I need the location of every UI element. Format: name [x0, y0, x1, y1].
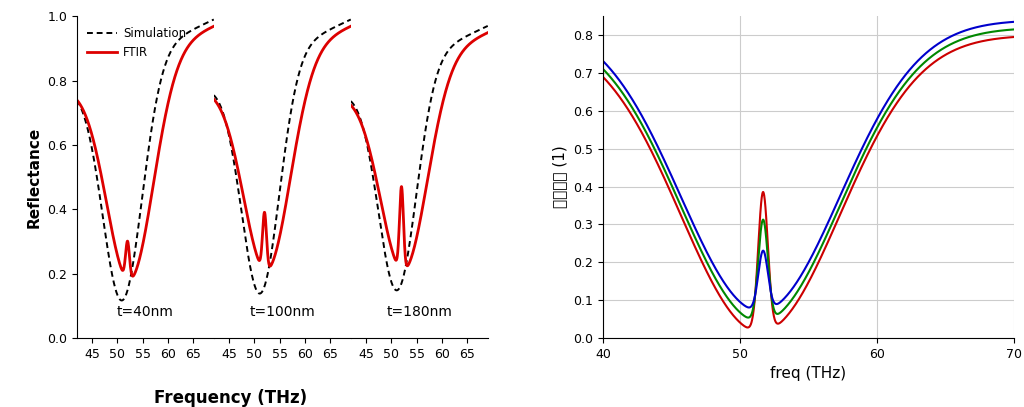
Simulation — [116, 298, 128, 303]
FTIR — [175, 58, 187, 63]
FTIR — [208, 24, 220, 29]
FTIR — [79, 112, 91, 117]
Text: Frequency (THz): Frequency (THz) — [154, 389, 307, 407]
Simulation — [188, 26, 201, 31]
FTIR — [154, 142, 166, 147]
Simulation — [175, 35, 187, 40]
Y-axis label: Reflectance: Reflectance — [27, 127, 42, 228]
Text: t=40nm: t=40nm — [117, 304, 174, 319]
FTIR — [151, 162, 163, 167]
FTIR — [127, 274, 139, 279]
FTIR — [71, 97, 83, 102]
Simulation — [158, 66, 170, 70]
Text: t=180nm: t=180nm — [386, 304, 453, 319]
Line: Simulation: Simulation — [77, 20, 214, 300]
Legend: Simulation, FTIR: Simulation, FTIR — [83, 22, 190, 63]
Line: FTIR: FTIR — [77, 26, 214, 276]
X-axis label: freq (THz): freq (THz) — [770, 366, 847, 381]
Simulation — [79, 117, 91, 122]
Simulation — [151, 98, 163, 103]
Simulation — [71, 98, 83, 103]
FTIR — [188, 36, 201, 41]
FTIR — [158, 119, 170, 124]
Simulation — [208, 17, 220, 22]
Simulation — [154, 81, 166, 85]
Text: t=100nm: t=100nm — [250, 304, 315, 319]
Y-axis label: 总反射率 (1): 总反射率 (1) — [553, 146, 567, 208]
